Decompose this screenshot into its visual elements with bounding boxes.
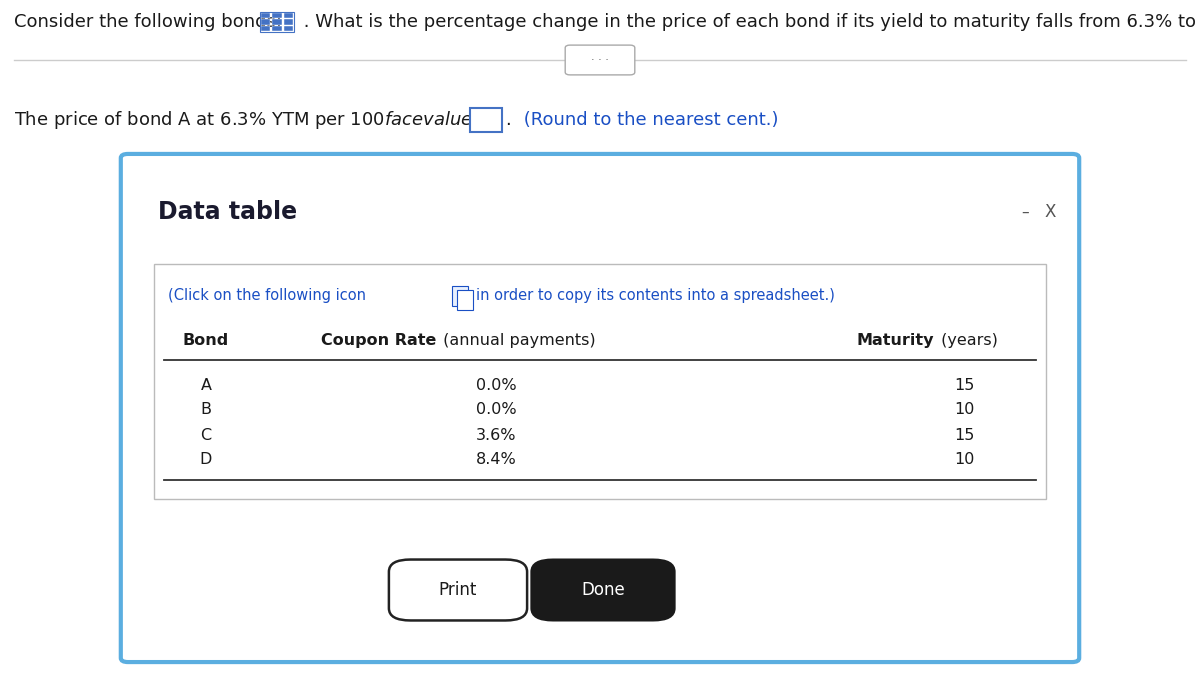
Text: (Click on the following icon: (Click on the following icon: [168, 288, 366, 303]
Text: Bond: Bond: [182, 332, 229, 347]
Text: .: .: [505, 111, 511, 129]
Text: X: X: [1044, 203, 1056, 221]
FancyBboxPatch shape: [272, 13, 282, 18]
Text: (years): (years): [936, 332, 998, 347]
Text: (Round to the nearest cent.): (Round to the nearest cent.): [518, 111, 779, 129]
FancyBboxPatch shape: [457, 290, 473, 310]
FancyBboxPatch shape: [283, 13, 293, 18]
Text: C: C: [200, 427, 211, 443]
FancyBboxPatch shape: [272, 19, 282, 24]
FancyBboxPatch shape: [532, 559, 674, 620]
Text: (annual payments): (annual payments): [438, 332, 595, 347]
Text: 0.0%: 0.0%: [475, 378, 516, 393]
Text: 0.0%: 0.0%: [475, 403, 516, 418]
FancyBboxPatch shape: [283, 19, 293, 24]
Text: 3.6%: 3.6%: [475, 427, 516, 443]
Text: D: D: [200, 452, 212, 468]
Text: 10: 10: [954, 452, 974, 468]
FancyBboxPatch shape: [260, 13, 270, 18]
Text: 10: 10: [954, 403, 974, 418]
FancyBboxPatch shape: [121, 154, 1079, 662]
FancyBboxPatch shape: [389, 559, 527, 620]
FancyBboxPatch shape: [452, 286, 468, 306]
Text: The price of bond A at 6.3% YTM per $100 face value is $: The price of bond A at 6.3% YTM per $100…: [14, 109, 488, 131]
Text: Coupon Rate: Coupon Rate: [320, 332, 436, 347]
FancyBboxPatch shape: [260, 26, 270, 31]
FancyBboxPatch shape: [470, 108, 502, 131]
Text: 15: 15: [954, 378, 974, 393]
Text: Data table: Data table: [158, 200, 298, 224]
Text: · · ·: · · ·: [592, 55, 608, 65]
Text: Print: Print: [439, 581, 478, 599]
Text: A: A: [200, 378, 211, 393]
FancyBboxPatch shape: [154, 263, 1046, 500]
Text: Done: Done: [581, 581, 625, 599]
FancyBboxPatch shape: [565, 45, 635, 75]
Text: Maturity: Maturity: [857, 332, 934, 347]
Text: B: B: [200, 403, 211, 418]
Text: 8.4%: 8.4%: [475, 452, 516, 468]
Text: . What is the percentage change in the price of each bond if its yield to maturi: . What is the percentage change in the p…: [298, 13, 1200, 31]
FancyBboxPatch shape: [260, 19, 270, 24]
Text: Consider the following bonds:: Consider the following bonds:: [14, 13, 282, 31]
Text: –: –: [1021, 204, 1028, 219]
FancyBboxPatch shape: [272, 26, 282, 31]
Text: in order to copy its contents into a spreadsheet.): in order to copy its contents into a spr…: [476, 288, 835, 303]
FancyBboxPatch shape: [283, 26, 293, 31]
Text: 15: 15: [954, 427, 974, 443]
